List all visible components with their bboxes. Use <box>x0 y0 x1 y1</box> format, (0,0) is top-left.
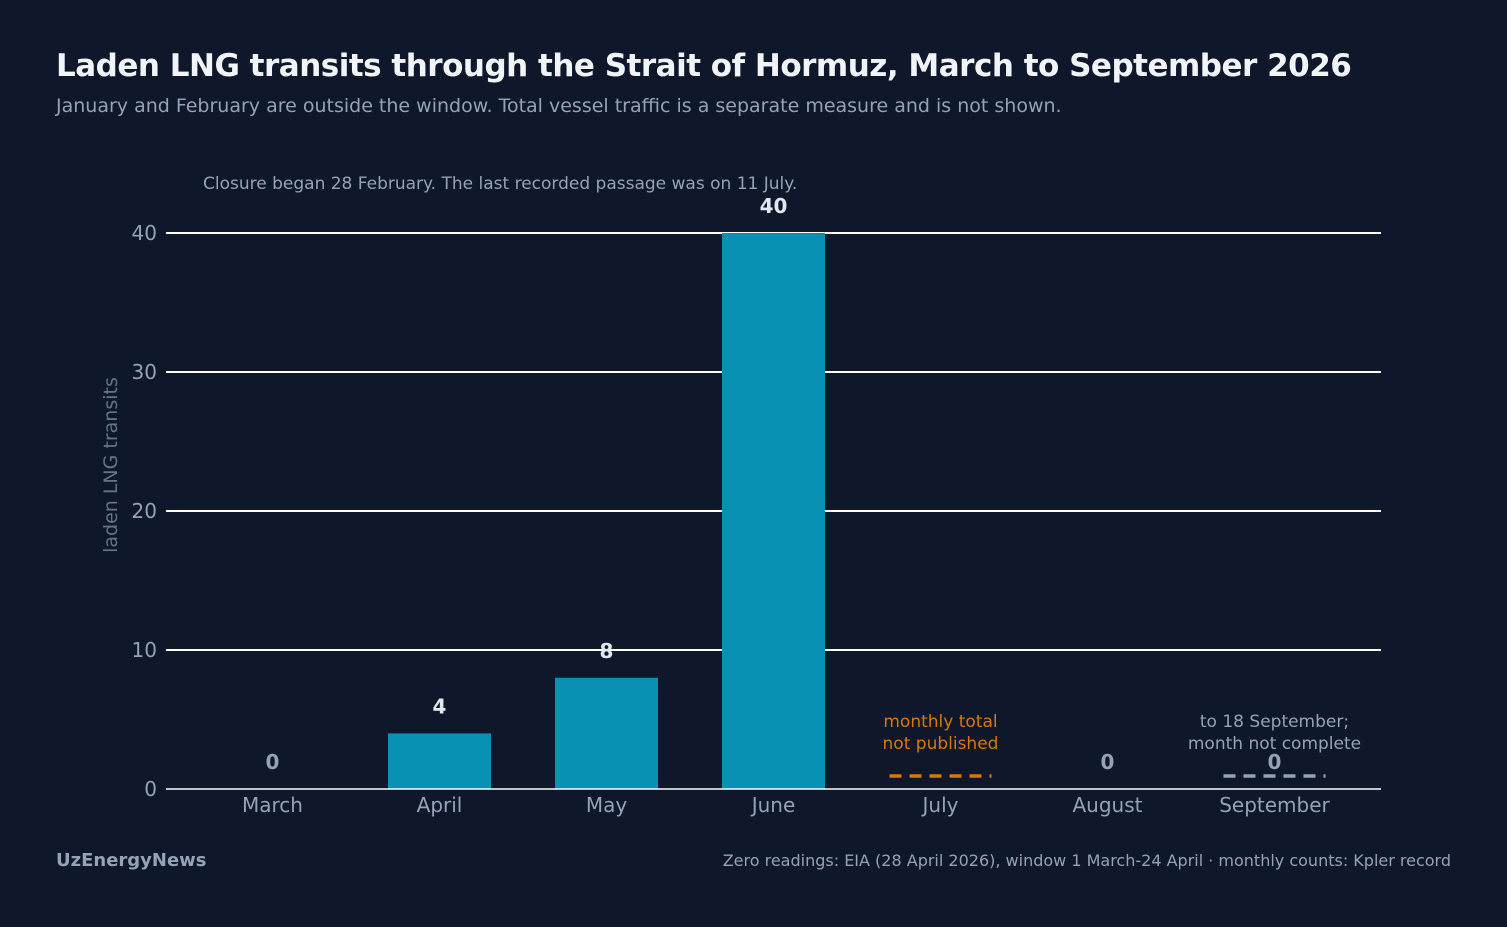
y-tick-label: 30 <box>132 360 157 384</box>
x-tick-label: September <box>1219 793 1330 817</box>
x-tick-label: April <box>417 793 463 817</box>
y-axis-label: laden LNG transits <box>100 377 122 553</box>
y-tick-label: 10 <box>132 638 157 662</box>
y-tick-label: 20 <box>132 499 157 523</box>
month-note: month not complete <box>1188 734 1361 754</box>
brand-logo-text: UzEnergyNews <box>56 850 207 871</box>
month-note: not published <box>883 734 999 754</box>
month-note: monthly total <box>883 712 997 732</box>
value-label: 0 <box>266 750 280 774</box>
bar <box>555 677 658 789</box>
value-label: 0 <box>1101 750 1115 774</box>
month-note: to 18 September; <box>1200 712 1349 732</box>
x-tick-label: July <box>921 793 959 817</box>
value-label: 40 <box>760 194 788 218</box>
value-label: 8 <box>600 639 614 663</box>
closure-annotation: Closure began 28 February. The last reco… <box>203 174 797 194</box>
bar <box>388 733 491 789</box>
value-label: 4 <box>433 694 447 718</box>
x-tick-label: August <box>1073 793 1143 817</box>
bar <box>722 233 825 789</box>
value-label: 0 <box>1268 750 1282 774</box>
y-tick-label: 0 <box>144 777 157 801</box>
source-note: Zero readings: EIA (28 April 2026), wind… <box>722 851 1451 870</box>
x-tick-label: May <box>586 793 628 817</box>
x-tick-label: June <box>750 793 796 817</box>
chart-subtitle: January and February are outside the win… <box>56 95 1062 117</box>
y-tick-label: 40 <box>132 221 157 245</box>
chart-title: Laden LNG transits through the Strait of… <box>56 48 1352 84</box>
x-tick-label: March <box>242 793 303 817</box>
